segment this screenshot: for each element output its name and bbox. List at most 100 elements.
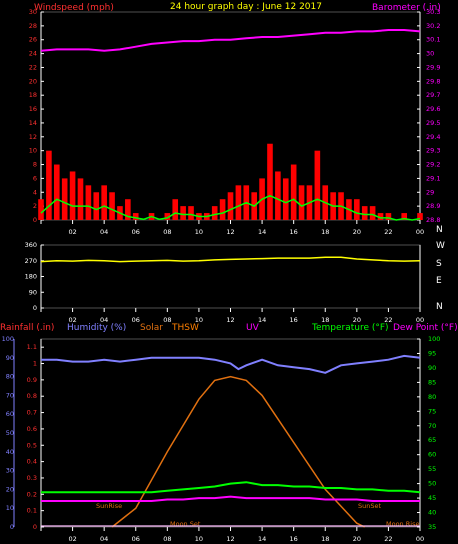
temp-y-tick-label: 90 bbox=[428, 364, 436, 372]
weather-x-tick-label: 12 bbox=[226, 535, 234, 543]
wind-bar bbox=[77, 178, 84, 220]
wind-bar bbox=[401, 213, 408, 220]
rain-y-tick-label: 0 bbox=[33, 523, 37, 531]
temp-y-tick-label: 80 bbox=[428, 393, 436, 401]
rain-y-tick-label: 0.2 bbox=[27, 490, 37, 498]
wind-y-tick-label: 18 bbox=[29, 91, 37, 99]
direction-x-tick-label: 06 bbox=[132, 316, 140, 324]
humidity-y-tick-label: 20 bbox=[6, 485, 14, 493]
dir-y-tick-label: 180 bbox=[25, 273, 37, 281]
temp-y-tick-label: 65 bbox=[428, 436, 436, 444]
dir-y-tick-label: 0 bbox=[33, 304, 37, 312]
weather-x-tick-label: 22 bbox=[384, 535, 392, 543]
wind-bar bbox=[385, 213, 392, 220]
wind-bar bbox=[38, 199, 44, 220]
wind-bar bbox=[125, 199, 131, 220]
solar-curve bbox=[111, 375, 366, 528]
humidity-y-tick-label: 80 bbox=[6, 373, 14, 381]
wind-bar bbox=[180, 206, 186, 220]
humidity-line bbox=[41, 354, 421, 374]
temp-y-tick-label: 60 bbox=[428, 451, 436, 459]
wind-y-tick-label: 14 bbox=[29, 119, 37, 127]
direction-x-tick-label: 00 bbox=[416, 316, 424, 324]
wind-bar bbox=[93, 192, 100, 220]
wind-x-tick-label: 10 bbox=[195, 228, 203, 236]
baro-y-tick-label: 30.2 bbox=[426, 22, 440, 30]
humidity-y-tick-label: 30 bbox=[6, 467, 14, 475]
wind-y-tick-label: 20 bbox=[29, 77, 37, 85]
wind-y-tick-label: 2 bbox=[33, 202, 37, 210]
weather-panel-frame bbox=[40, 338, 421, 528]
temp-y-tick-label: 75 bbox=[428, 407, 436, 415]
compass-label: N bbox=[436, 225, 443, 235]
wind-bar bbox=[361, 206, 368, 220]
direction-x-tick-label: 04 bbox=[100, 316, 108, 324]
wind-y-tick-label: 16 bbox=[29, 105, 37, 113]
humidity-y-tick-label: 10 bbox=[6, 504, 14, 512]
wind-y-tick-label: 12 bbox=[29, 133, 37, 141]
rain-y-tick-label: 0.1 bbox=[27, 507, 37, 515]
wind-bar bbox=[227, 192, 234, 220]
baro-y-tick-label: 29.2 bbox=[426, 161, 440, 169]
wind-x-tick-label: 18 bbox=[321, 228, 329, 236]
wind-bar bbox=[275, 171, 281, 220]
humidity-y-tick-label: 70 bbox=[6, 391, 14, 399]
temp-y-tick-label: 100 bbox=[428, 335, 440, 343]
temperature-line bbox=[41, 481, 421, 494]
wind-x-tick-label: 00 bbox=[416, 228, 424, 236]
wind-y-tick-label: 26 bbox=[29, 36, 37, 44]
humidity-y-tick-label: 0 bbox=[10, 523, 14, 531]
baro-y-tick-label: 29.9 bbox=[426, 63, 440, 71]
baro-y-tick-label: 29.4 bbox=[426, 133, 440, 141]
wind-bar bbox=[377, 213, 384, 220]
rain-y-tick-label: 1.1 bbox=[27, 343, 37, 351]
weather-x-tick-label: 18 bbox=[321, 535, 329, 543]
wind-x-tick-label: 02 bbox=[68, 228, 76, 236]
wind-y-tick-label: 24 bbox=[29, 50, 37, 58]
wind-bar bbox=[211, 206, 218, 220]
humidity-y-tick-label: 40 bbox=[6, 448, 14, 456]
wind-x-tick-label: 20 bbox=[353, 228, 361, 236]
baro-y-tick-label: 30.1 bbox=[426, 36, 440, 44]
avg-wind-line bbox=[40, 194, 421, 221]
wind-x-tick-label: 22 bbox=[384, 228, 392, 236]
wind-y-tick-label: 4 bbox=[33, 188, 37, 196]
temp-y-tick-label: 85 bbox=[428, 378, 436, 386]
weather-x-tick-label: 02 bbox=[68, 535, 76, 543]
baro-y-tick-label: 29.5 bbox=[426, 119, 440, 127]
graph-title: 24 hour graph day : June 12 2017 bbox=[170, 2, 322, 12]
weather-x-tick-label: 10 bbox=[195, 535, 203, 543]
wind-bar bbox=[235, 185, 242, 220]
weather-x-tick-label: 04 bbox=[100, 535, 108, 543]
direction-x-tick-label: 22 bbox=[384, 316, 392, 324]
direction-x-tick-label: 10 bbox=[195, 316, 203, 324]
temp-y-tick-label: 40 bbox=[428, 509, 436, 517]
barometer-line bbox=[40, 29, 421, 52]
wind-y-tick-label: 22 bbox=[29, 63, 37, 71]
baro-y-tick-label: 28.9 bbox=[426, 202, 440, 210]
compass-label: W bbox=[436, 241, 445, 251]
baro-y-tick-label: 29 bbox=[426, 188, 434, 196]
rain-y-tick-label: 0.5 bbox=[27, 441, 37, 449]
weather-x-tick-label: 06 bbox=[132, 535, 140, 543]
wind-bar bbox=[290, 164, 297, 220]
rain-y-tick-label: 0.7 bbox=[27, 409, 37, 417]
humidity-y-tick-label: 60 bbox=[6, 410, 14, 418]
wind-bar bbox=[417, 213, 423, 220]
temp-y-tick-label: 35 bbox=[428, 523, 436, 531]
baro-y-tick-label: 30 bbox=[426, 50, 434, 58]
baro-y-tick-label: 29.1 bbox=[426, 174, 440, 182]
baro-y-tick-label: 30.3 bbox=[426, 8, 440, 16]
wind-x-tick-label: 08 bbox=[163, 228, 171, 236]
direction-x-tick-label: 14 bbox=[258, 316, 266, 324]
wind-bar bbox=[314, 150, 321, 220]
dir-y-tick-label: 360 bbox=[25, 241, 37, 249]
legend-label: Dew Point (°F) bbox=[393, 323, 458, 333]
wind-y-tick-label: 28 bbox=[29, 22, 37, 30]
annotation-2: Moon Set bbox=[170, 520, 201, 528]
baro-y-tick-label: 29.6 bbox=[426, 105, 440, 113]
legend-label: Humidity (%) bbox=[67, 323, 126, 333]
barometer-axis-label: Barometer (.in) bbox=[372, 3, 441, 13]
